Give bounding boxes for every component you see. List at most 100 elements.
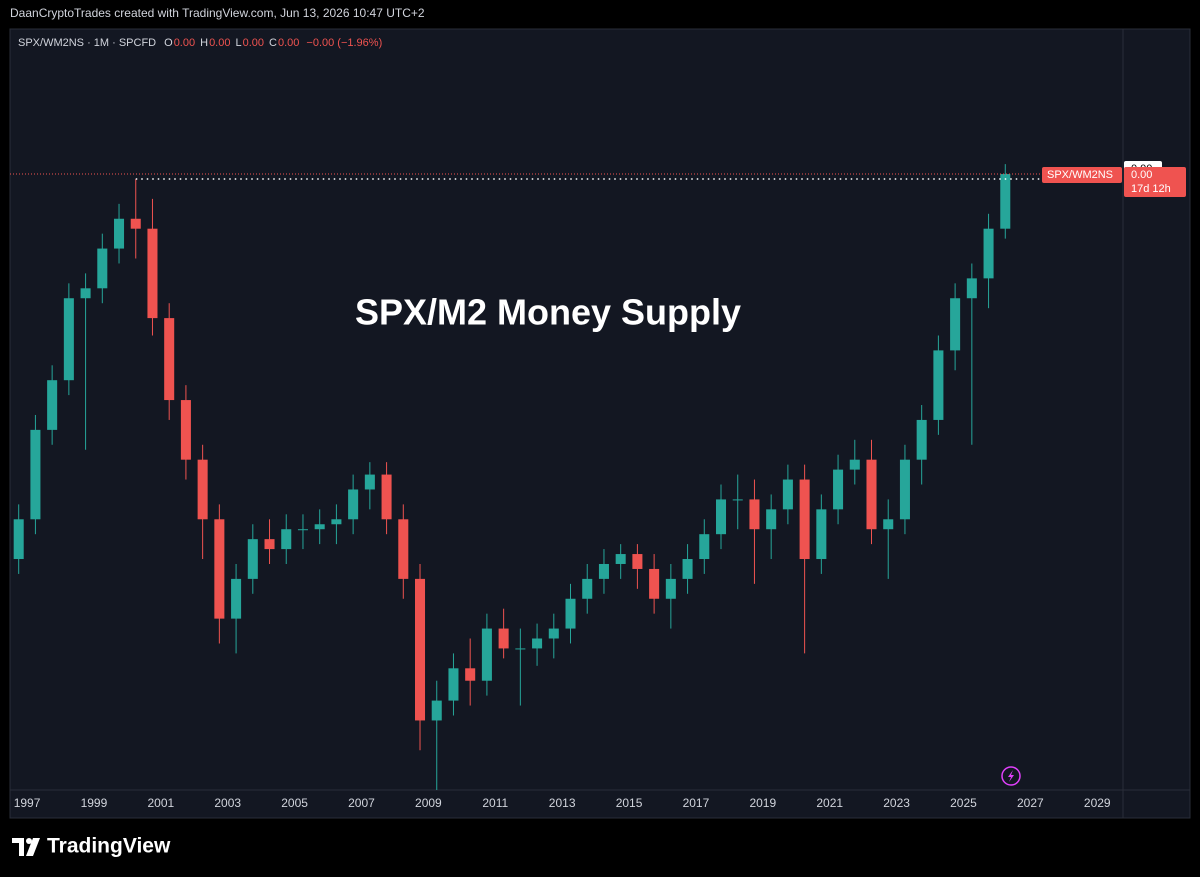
brand-logo: TradingView bbox=[12, 835, 171, 858]
candle-body bbox=[1000, 174, 1011, 229]
x-tick-label: 2013 bbox=[549, 796, 576, 810]
candle-body bbox=[799, 479, 810, 560]
x-tick-label: 2001 bbox=[147, 796, 174, 810]
candle-body bbox=[933, 350, 944, 420]
x-tick-label: 2017 bbox=[683, 796, 710, 810]
candle-body bbox=[766, 509, 777, 530]
candle-body bbox=[97, 248, 108, 289]
candle-body bbox=[883, 519, 894, 530]
legend: SPX/WM2NS · 1M · SPCFD O 0.00 H 0.00 L 0.00 C 0… bbox=[18, 37, 382, 49]
candle-body bbox=[47, 380, 58, 430]
candle-body bbox=[13, 519, 24, 560]
candle-body bbox=[532, 638, 543, 649]
logo-slash bbox=[26, 838, 40, 856]
candle-body bbox=[699, 534, 710, 560]
candle-body bbox=[916, 419, 927, 460]
x-tick-label: 2021 bbox=[816, 796, 843, 810]
candle-body bbox=[130, 218, 141, 229]
legend-key: O bbox=[164, 37, 173, 49]
legend-key: H bbox=[200, 37, 208, 49]
x-tick-label: 2003 bbox=[214, 796, 241, 810]
candle-body bbox=[465, 668, 476, 681]
legend-key: C bbox=[269, 37, 277, 49]
candle-body bbox=[431, 700, 442, 721]
logo-dot bbox=[26, 838, 32, 844]
candle-body bbox=[114, 218, 125, 249]
candle-body bbox=[147, 228, 158, 319]
candle-body bbox=[381, 474, 392, 520]
candle-body bbox=[164, 318, 175, 401]
legend-value: 0.00 bbox=[278, 37, 299, 49]
symbol-label: SPX/WM2NS bbox=[1047, 169, 1113, 181]
candle-body bbox=[582, 578, 593, 599]
candle-body bbox=[481, 628, 492, 681]
candle-body bbox=[515, 648, 526, 650]
x-tick-label: 2023 bbox=[883, 796, 910, 810]
brand: TradingView bbox=[47, 835, 171, 858]
candle-body bbox=[264, 539, 275, 550]
x-tick-label: 2009 bbox=[415, 796, 442, 810]
x-tick-label: 2005 bbox=[281, 796, 308, 810]
candle-body bbox=[314, 524, 325, 530]
candle-body bbox=[950, 298, 961, 351]
candle-body bbox=[966, 278, 977, 299]
candle-body bbox=[281, 529, 292, 550]
x-tick-label: 2015 bbox=[616, 796, 643, 810]
candle-body bbox=[598, 563, 609, 579]
candle-body bbox=[615, 554, 626, 564]
candle-body bbox=[665, 578, 676, 599]
candle-body bbox=[63, 298, 74, 381]
legend-key: L bbox=[235, 37, 241, 49]
plot bbox=[10, 164, 1123, 790]
candle-body bbox=[816, 509, 827, 560]
logo-mark bbox=[12, 838, 24, 856]
header: DaanCryptoTrades created with TradingVie… bbox=[10, 6, 425, 20]
candle-body bbox=[833, 469, 844, 510]
candle-body bbox=[749, 499, 760, 530]
candle-body bbox=[565, 598, 576, 629]
candle-body bbox=[548, 628, 559, 639]
candle-body bbox=[80, 288, 91, 299]
candle-body bbox=[899, 459, 910, 520]
candle-body bbox=[498, 628, 509, 649]
x-tick-label: 1999 bbox=[81, 796, 108, 810]
x-tick-label: 2019 bbox=[749, 796, 776, 810]
candle-body bbox=[180, 400, 191, 460]
candle-body bbox=[247, 539, 258, 579]
candle-body bbox=[849, 459, 860, 470]
last-price-box bbox=[1124, 167, 1186, 198]
candle-body bbox=[782, 479, 793, 510]
candle-body bbox=[348, 489, 359, 520]
candle-body bbox=[732, 499, 743, 501]
x-tick-label: 1997 bbox=[14, 796, 41, 810]
x-tick-label: 2025 bbox=[950, 796, 977, 810]
x-tick-label: 2011 bbox=[482, 796, 508, 810]
countdown-label: 17d 12h bbox=[1131, 183, 1171, 195]
candle-body bbox=[682, 559, 693, 579]
legend-value: 0.00 bbox=[174, 37, 195, 49]
symbol-box bbox=[1042, 167, 1122, 184]
chart-panel bbox=[9, 28, 1191, 819]
candle-body bbox=[331, 519, 342, 525]
candle-body bbox=[197, 459, 208, 520]
candle-body bbox=[30, 429, 41, 520]
legend-value: 0.00 bbox=[209, 37, 230, 49]
annotation: SPX/M2 Money Supply bbox=[355, 292, 741, 333]
x-tick-label: 2007 bbox=[348, 796, 375, 810]
candle-body bbox=[231, 578, 242, 619]
x-tick-label: 2027 bbox=[1017, 796, 1044, 810]
candle-body bbox=[866, 459, 877, 530]
x-tick-label: 2029 bbox=[1084, 796, 1111, 810]
candle-body bbox=[415, 578, 426, 721]
legend-symbol: SPX/WM2NS · 1M · SPCFD bbox=[18, 37, 156, 49]
candle-body bbox=[398, 519, 409, 579]
event-icon[interactable] bbox=[1001, 766, 1021, 786]
legend-value: 0.00 bbox=[243, 37, 264, 49]
event-bolt bbox=[1008, 770, 1014, 782]
candle-body bbox=[649, 568, 660, 599]
candle-body bbox=[214, 519, 225, 619]
last-price-label: 0.00 bbox=[1131, 169, 1152, 181]
